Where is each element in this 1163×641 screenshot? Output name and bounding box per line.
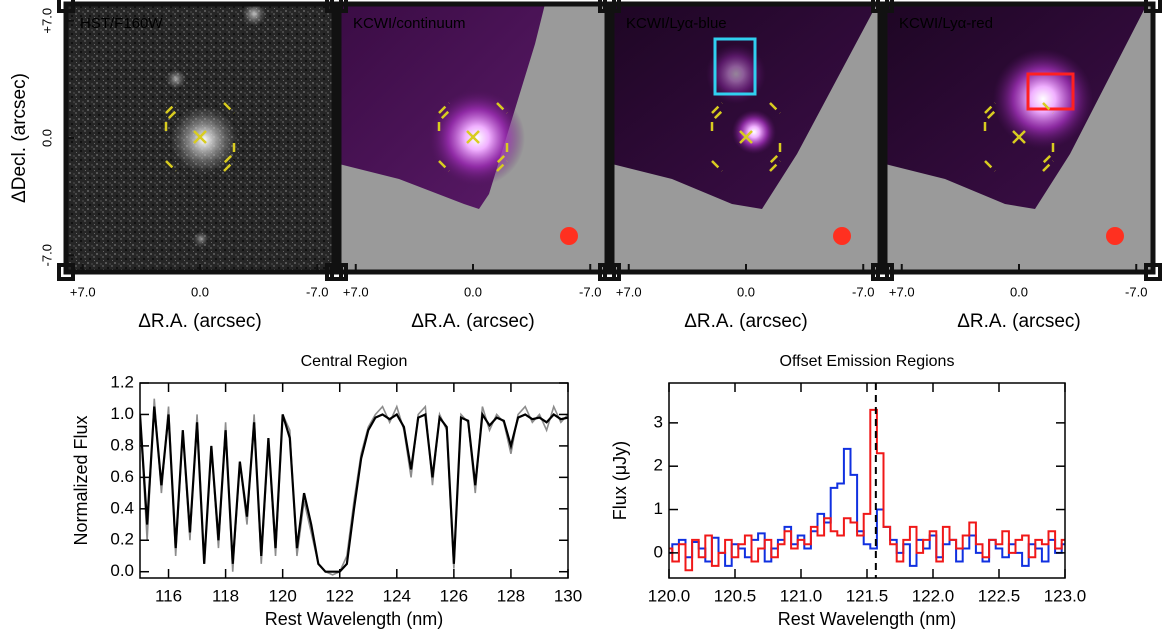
x-tick-label: 120.0: [648, 586, 691, 605]
x-tick-label: +7.0: [343, 284, 369, 299]
target-marker: [983, 102, 1055, 172]
x-tick-label: 122.5: [978, 586, 1021, 605]
x-tick-label: 124: [383, 586, 411, 605]
target-marker: [437, 102, 509, 172]
frame-corner: [330, 263, 348, 281]
y-tick-label: 0.4: [110, 498, 134, 517]
panel-title: KCWI/continuum: [353, 15, 466, 32]
plot-frame: [139, 382, 569, 579]
x-tick-label: -7.0: [1125, 284, 1147, 299]
y-tick-label: 0.6: [110, 467, 134, 486]
x-tick-label: 118: [212, 586, 239, 605]
frame-corner: [1144, 0, 1162, 13]
y-tick-label: 0.0: [110, 561, 134, 580]
frame-corner: [603, 263, 621, 281]
x-tick-label: -7.0: [852, 284, 874, 299]
x-tick-label: -7.0: [579, 284, 601, 299]
x-axis-label: Rest Wavelength (nm): [778, 609, 956, 629]
x-tick-label: +7.0: [889, 284, 915, 299]
frame-corner: [876, 263, 894, 281]
panel-image: [612, 4, 880, 272]
plot-frame: [668, 382, 1066, 579]
x-tick-label: +7.0: [616, 284, 642, 299]
x-axis-label: ΔR.A. (arcsec): [957, 311, 1081, 332]
y-tick-label: 0: [654, 542, 663, 561]
x-tick-label: +7.0: [70, 284, 96, 299]
panel-title: KCWI/Lyα-blue: [626, 15, 727, 32]
step-line: [669, 447, 1065, 567]
step-line: [669, 408, 1065, 572]
y-axis-label: Normalized Flux: [71, 415, 91, 545]
y-tick-label: 0.2: [110, 530, 134, 549]
target-brackets: [437, 102, 509, 172]
x-axis-label: ΔR.A. (arcsec): [411, 311, 535, 332]
x-tick-label: 121.0: [780, 586, 823, 605]
target-cross: [1012, 130, 1026, 144]
spectrum-line: [140, 406, 568, 573]
frame-corner: [876, 0, 894, 13]
y-tick-label: +7.0: [39, 8, 54, 34]
panel-title: KCWI/Lyα-red: [899, 15, 993, 32]
x-tick-label: 120.5: [714, 586, 757, 605]
y-tick-label: 1.0: [110, 404, 134, 423]
target-brackets: [983, 102, 1055, 172]
target-cross: [193, 130, 207, 144]
x-axis-label: ΔR.A. (arcsec): [684, 311, 808, 332]
chart-title: Central Region: [301, 353, 408, 370]
x-tick-label: 130: [554, 586, 582, 605]
frame-corner: [57, 263, 75, 281]
frame-corner: [330, 0, 348, 13]
frame-corner: [1144, 263, 1162, 281]
panel-image: [885, 4, 1153, 272]
target-brackets: [164, 102, 236, 172]
frame-corner: [57, 0, 75, 13]
y-tick-label: 0.8: [110, 435, 134, 454]
x-tick-label: 120: [268, 586, 296, 605]
x-tick-label: 128: [497, 586, 525, 605]
target-brackets: [710, 102, 782, 172]
target-cross: [739, 130, 753, 144]
target-marker: [710, 102, 782, 172]
y-tick-label: 1: [654, 499, 663, 518]
y-tick-label: 1.2: [110, 372, 134, 391]
x-tick-label: 0.0: [737, 284, 755, 299]
x-tick-label: 116: [155, 586, 182, 605]
x-axis-label: ΔR.A. (arcsec): [138, 311, 262, 332]
plot-area: [140, 398, 568, 576]
y-tick-label: 0.0: [39, 129, 54, 147]
y-tick-label: 3: [654, 412, 663, 431]
target-cross: [466, 130, 480, 144]
y-tick-label: 2: [654, 456, 663, 475]
x-tick-label: 122: [326, 586, 354, 605]
plot-area: [669, 408, 1065, 572]
target-marker: [164, 102, 236, 172]
chart-title: Offset Emission Regions: [780, 353, 955, 370]
x-tick-label: 121.5: [846, 586, 889, 605]
x-tick-label: 122.0: [912, 586, 955, 605]
x-tick-label: 0.0: [464, 284, 482, 299]
x-tick-label: 123.0: [1044, 586, 1087, 605]
y-axis-label: Flux (μJy): [610, 441, 630, 520]
x-tick-label: 0.0: [191, 284, 209, 299]
frame-corner: [603, 0, 621, 13]
x-axis-label: Rest Wavelength (nm): [265, 609, 443, 629]
panel-title: HST/F160W: [80, 15, 163, 32]
x-tick-label: -7.0: [306, 284, 328, 299]
y-axis-label: ΔDecl. (arcsec): [9, 73, 30, 203]
x-tick-label: 126: [440, 586, 468, 605]
x-tick-label: 0.0: [1010, 284, 1028, 299]
y-tick-label: -7.0: [39, 244, 54, 266]
